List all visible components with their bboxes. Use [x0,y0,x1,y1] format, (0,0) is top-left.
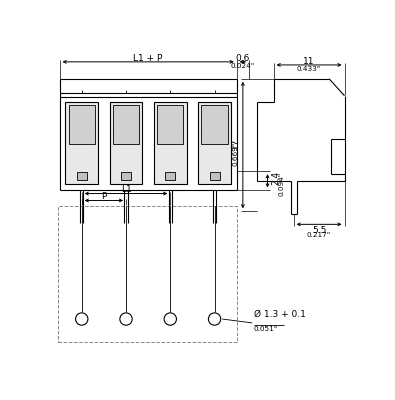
Text: L1: L1 [120,185,132,194]
Circle shape [209,313,221,325]
Bar [69,104,95,144]
Text: 17: 17 [231,137,240,149]
Bar [121,172,131,180]
Text: 0.094": 0.094" [278,172,284,196]
Text: L1 + P: L1 + P [134,54,163,62]
Bar [110,102,142,184]
Text: 0.024": 0.024" [231,63,255,69]
Text: 0.433": 0.433" [297,66,321,72]
Text: 2.4: 2.4 [271,171,280,185]
Text: 5.5: 5.5 [312,226,326,235]
Circle shape [75,313,88,325]
Text: 11: 11 [303,56,315,66]
Bar [77,172,87,180]
Bar [58,206,237,342]
Bar [198,102,231,184]
Text: P: P [101,192,107,201]
Bar [65,102,98,184]
Circle shape [164,313,177,325]
Bar [113,104,139,144]
Text: Ø 1.3 + 0.1: Ø 1.3 + 0.1 [254,310,305,319]
Bar [201,104,228,144]
Text: 0.217": 0.217" [307,232,331,238]
Text: 0.669": 0.669" [232,142,238,166]
Bar [166,172,175,180]
Text: 0.6: 0.6 [236,54,250,62]
Circle shape [120,313,132,325]
Bar [157,104,183,144]
Text: 0.051": 0.051" [254,326,278,332]
Bar [154,102,187,184]
Bar [210,172,220,180]
